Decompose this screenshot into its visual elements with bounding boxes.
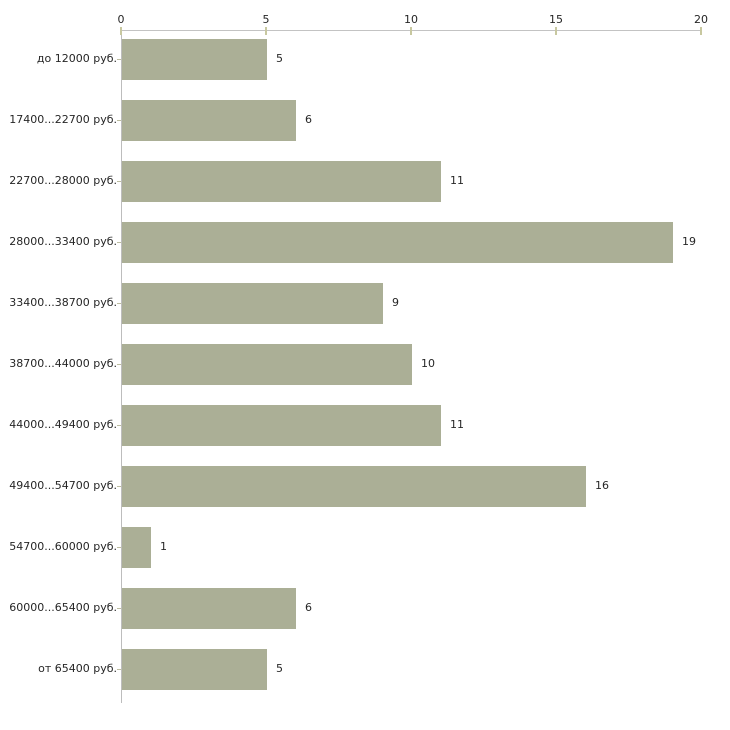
- y-tick-mark: [117, 303, 121, 304]
- y-tick-mark: [117, 364, 121, 365]
- x-tick-mark: [410, 27, 412, 35]
- bar: [122, 222, 673, 263]
- bar: [122, 161, 441, 202]
- category-label: 49400...54700 руб.: [9, 479, 117, 492]
- category-label: 33400...38700 руб.: [9, 296, 117, 309]
- x-tick-label: 20: [694, 13, 708, 26]
- x-tick-mark: [265, 27, 267, 35]
- x-tick-mark: [555, 27, 557, 35]
- y-tick-mark: [117, 608, 121, 609]
- category-label: 44000...49400 руб.: [9, 418, 117, 431]
- y-tick-mark: [117, 425, 121, 426]
- y-tick-mark: [117, 669, 121, 670]
- bar-value-label: 10: [421, 357, 435, 370]
- x-tick-label: 15: [549, 13, 563, 26]
- x-tick-mark: [120, 27, 122, 35]
- y-tick-mark: [117, 547, 121, 548]
- bar-value-label: 9: [392, 296, 399, 309]
- y-tick-mark: [117, 181, 121, 182]
- y-tick-mark: [117, 486, 121, 487]
- bar: [122, 405, 441, 446]
- category-label: 22700...28000 руб.: [9, 174, 117, 187]
- x-tick-label: 10: [404, 13, 418, 26]
- bar: [122, 100, 296, 141]
- bar: [122, 39, 267, 80]
- x-tick-label: 5: [262, 13, 270, 26]
- bar-value-label: 11: [450, 174, 464, 187]
- bar-value-label: 5: [276, 662, 283, 675]
- bar: [122, 649, 267, 690]
- bar-value-label: 16: [595, 479, 609, 492]
- y-tick-mark: [117, 59, 121, 60]
- bar: [122, 588, 296, 629]
- y-axis-line: [121, 30, 122, 703]
- bar-value-label: 6: [305, 601, 312, 614]
- category-label: 54700...60000 руб.: [9, 540, 117, 553]
- category-label: 38700...44000 руб.: [9, 357, 117, 370]
- bar: [122, 527, 151, 568]
- x-tick-mark: [700, 27, 702, 35]
- bar-value-label: 1: [160, 540, 167, 553]
- category-label: до 12000 руб.: [36, 52, 117, 65]
- bar-value-label: 5: [276, 52, 283, 65]
- category-label: от 65400 руб.: [38, 662, 117, 675]
- y-tick-mark: [117, 242, 121, 243]
- y-tick-mark: [117, 120, 121, 121]
- category-label: 28000...33400 руб.: [9, 235, 117, 248]
- x-tick-label: 0: [117, 13, 125, 26]
- bar: [122, 344, 412, 385]
- bar: [122, 466, 586, 507]
- bar-value-label: 19: [682, 235, 696, 248]
- bar-value-label: 11: [450, 418, 464, 431]
- category-label: 17400...22700 руб.: [9, 113, 117, 126]
- category-label: 60000...65400 руб.: [9, 601, 117, 614]
- bar-value-label: 6: [305, 113, 312, 126]
- bar: [122, 283, 383, 324]
